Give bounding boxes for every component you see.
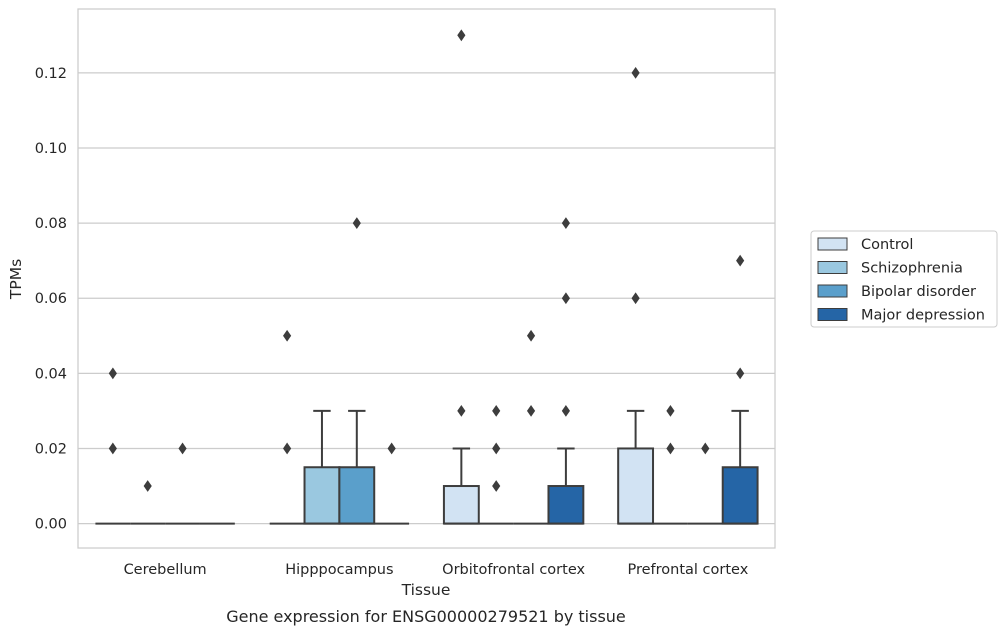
- y-tick-labels: 0.00 0.02 0.04 0.06 0.08 0.10 0.12: [35, 66, 67, 533]
- outlier-point: [108, 367, 117, 380]
- outlier-point: [143, 480, 152, 492]
- outlier-point: [492, 442, 501, 455]
- plot-frame: [77, 8, 776, 549]
- outlier-point: [283, 329, 292, 342]
- outlier-point: [561, 217, 570, 230]
- outlier-point: [666, 442, 675, 455]
- box-group: [547, 217, 585, 525]
- legend-swatch: [817, 308, 848, 321]
- box-group: [442, 29, 480, 525]
- box-group: [721, 254, 759, 525]
- chart-caption: Gene expression for ENSG00000279521 by t…: [226, 607, 626, 626]
- y-tick-label: 0.12: [35, 66, 67, 82]
- box: [547, 485, 585, 525]
- legend-label: Major depression: [861, 308, 985, 324]
- outlier-point: [387, 442, 396, 455]
- outlier-point: [561, 404, 570, 417]
- outlier-point: [492, 404, 501, 417]
- box: [617, 447, 655, 525]
- outlier-point: [631, 292, 640, 305]
- y-tick-label: 0.04: [35, 366, 67, 382]
- box: [338, 466, 376, 525]
- legend-label: Schizophrenia: [861, 261, 963, 277]
- box-group: [478, 404, 514, 525]
- box-group: [338, 217, 376, 525]
- x-tick-label: Hipppocampus: [285, 562, 393, 578]
- outlier-point: [736, 254, 745, 267]
- legend-frame: [810, 230, 998, 328]
- legend-label: Bipolar disorder: [861, 284, 976, 300]
- y-tick-label: 0.02: [35, 441, 67, 457]
- outlier-point: [561, 292, 570, 305]
- outlier-point: [352, 217, 361, 230]
- outlier-point: [631, 66, 640, 79]
- box-group: [165, 442, 200, 525]
- legend-swatch: [817, 284, 848, 298]
- legend-label: Control: [861, 237, 913, 253]
- outlier-point: [108, 442, 117, 455]
- box-group: [617, 66, 655, 525]
- y-tick-label: 0.08: [35, 216, 67, 232]
- box-group: [653, 404, 688, 525]
- box-group: [513, 329, 549, 525]
- box-plots: [95, 29, 759, 525]
- legend-swatch: [817, 237, 848, 251]
- box-group: [130, 480, 166, 525]
- x-tick-label: Cerebellum: [124, 562, 207, 578]
- box: [303, 466, 341, 525]
- box-group: [374, 442, 410, 525]
- y-tick-label: 0.10: [35, 141, 67, 157]
- y-tick-label: 0.00: [35, 517, 67, 533]
- outlier-point: [457, 29, 466, 42]
- outlier-point: [736, 367, 745, 380]
- box-group: [269, 329, 305, 525]
- box: [721, 466, 759, 525]
- outlier-point: [457, 404, 466, 417]
- outlier-point: [283, 442, 292, 455]
- box-group: [687, 442, 723, 525]
- x-tick-labels: Cerebellum Hipppocampus Orbitofrontal cort…: [124, 562, 749, 578]
- y-tick-label: 0.06: [35, 291, 67, 307]
- legend: Control Schizophrenia Bipolar disorder Majo…: [810, 230, 998, 328]
- outlier-point: [701, 442, 710, 455]
- x-tick-label: Prefrontal cortex: [627, 562, 748, 578]
- box-group: [95, 367, 131, 525]
- grid-lines: [78, 72, 775, 525]
- x-axis-title: Tissue: [401, 581, 451, 599]
- y-axis-title: TPMs: [7, 259, 25, 300]
- outlier-point: [178, 442, 187, 455]
- outlier-point: [526, 404, 536, 417]
- legend-swatch: [817, 261, 848, 274]
- outlier-point: [666, 404, 675, 417]
- outlier-point: [492, 480, 501, 492]
- box: [442, 485, 480, 525]
- outlier-point: [526, 329, 536, 342]
- x-tick-label: Orbitofrontal cortex: [442, 562, 585, 578]
- box-group: [303, 409, 341, 525]
